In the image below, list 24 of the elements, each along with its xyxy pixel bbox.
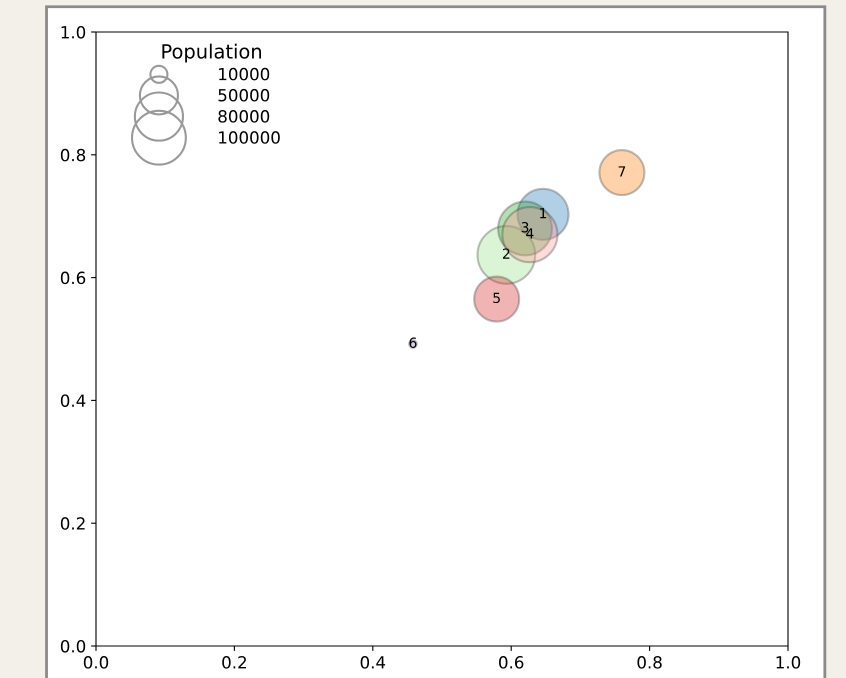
annotation: 7 bbox=[618, 166, 626, 176]
x-tick-label: 0.4 bbox=[360, 656, 386, 669]
annotation: 2 bbox=[502, 248, 510, 259]
legend-label: 10000 bbox=[219, 68, 270, 80]
x-tick-label: 1.0 bbox=[776, 656, 800, 669]
legend-label: 100000 bbox=[219, 131, 280, 144]
x-tick-label: 0.6 bbox=[499, 656, 524, 669]
y-tick-label: 0.6 bbox=[60, 272, 86, 284]
legend-label: 80000 bbox=[218, 110, 270, 123]
y-tick-label: 0.0 bbox=[60, 640, 86, 653]
annotation: 4 bbox=[526, 228, 534, 238]
x-tick-label: 0.8 bbox=[637, 656, 662, 669]
y-tick-label: 0.2 bbox=[60, 517, 85, 530]
annotation: 1 bbox=[540, 208, 546, 218]
annotation: 3 bbox=[522, 222, 528, 233]
legend-label: 50000 bbox=[218, 88, 270, 102]
x-tick-label: 0.2 bbox=[222, 656, 246, 669]
y-tick-label: 0.4 bbox=[60, 394, 86, 407]
y-tick-label: 0.8 bbox=[60, 148, 86, 162]
legend-title: Population bbox=[162, 44, 262, 62]
annotation: 5 bbox=[493, 292, 500, 304]
annotation: 6 bbox=[409, 337, 416, 348]
y-tick-label: 1.0 bbox=[62, 26, 86, 39]
x-tick-label: 0.0 bbox=[84, 656, 108, 669]
